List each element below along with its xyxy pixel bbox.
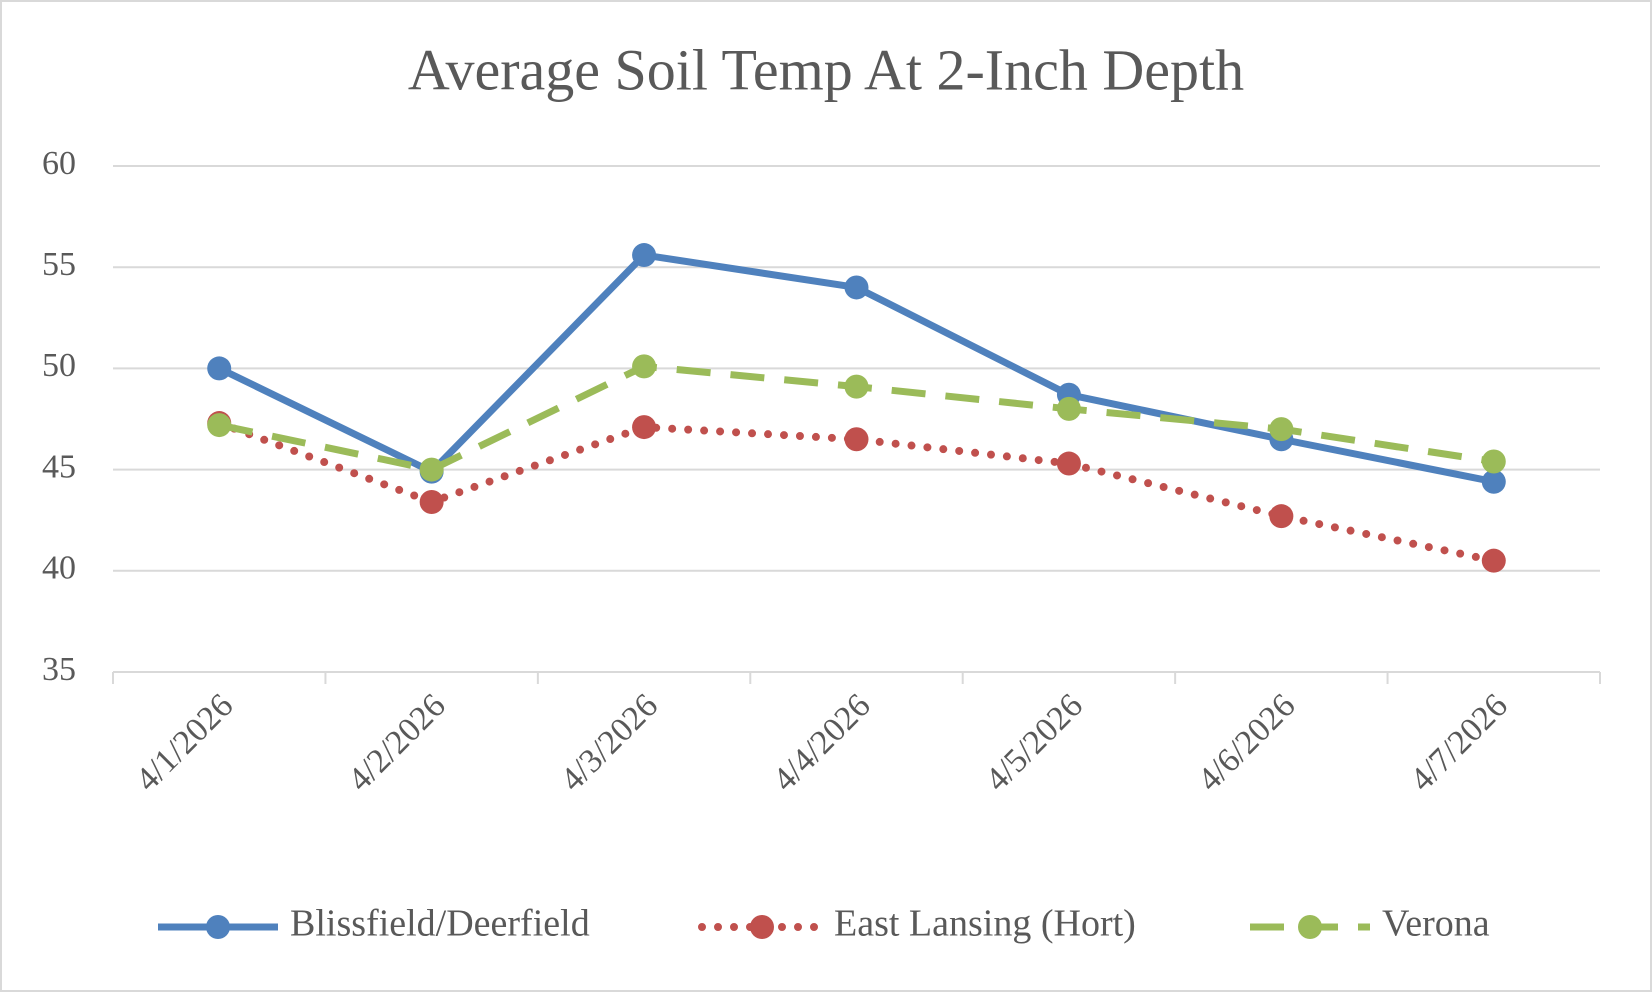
data-point — [1269, 504, 1294, 529]
data-point — [844, 374, 869, 399]
data-point — [419, 457, 444, 482]
legend-label: East Lansing (Hort) — [834, 903, 1136, 945]
legend-label: Verona — [1382, 903, 1490, 945]
legend-marker — [206, 915, 230, 939]
data-point — [632, 243, 657, 268]
data-point — [1481, 469, 1506, 494]
data-point — [844, 275, 869, 300]
legend-marker — [1298, 915, 1322, 939]
y-tick-label: 45 — [42, 448, 76, 485]
y-tick-label: 35 — [42, 651, 76, 688]
data-point — [632, 415, 657, 440]
y-tick-label: 60 — [42, 145, 76, 182]
data-point — [1481, 548, 1506, 573]
y-tick-label: 40 — [42, 550, 76, 587]
data-point — [1481, 449, 1506, 474]
data-point — [207, 413, 232, 438]
y-tick-label: 50 — [42, 347, 76, 384]
data-point — [1269, 417, 1294, 442]
legend-label: Blissfield/Deerfield — [290, 903, 590, 945]
legend-marker — [750, 915, 774, 939]
legend-item: East Lansing (Hort) — [698, 903, 1136, 945]
data-point — [1056, 396, 1081, 421]
legend-item: Verona — [1250, 903, 1490, 945]
legend-item: Blissfield/Deerfield — [158, 903, 590, 945]
data-point — [844, 427, 869, 452]
data-point — [419, 489, 444, 514]
chart-title: Average Soil Temp At 2-Inch Depth — [408, 37, 1244, 102]
data-point — [632, 354, 657, 379]
data-point — [1056, 451, 1081, 476]
y-tick-label: 55 — [42, 246, 76, 283]
data-point — [207, 356, 232, 381]
